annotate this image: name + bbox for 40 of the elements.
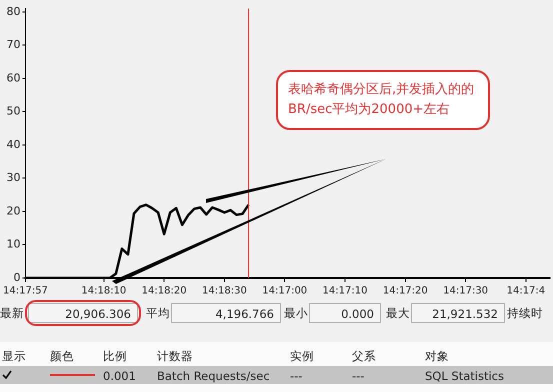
annotation: 表哈希奇偶分区后,并发插入的的BR/sec平均为20000+左右 xyxy=(276,70,490,130)
y-tick-label: 20 xyxy=(6,204,20,218)
text: 0.000 xyxy=(309,303,381,323)
text: --- xyxy=(290,369,304,383)
text: 平均 xyxy=(146,306,170,320)
y-tick-label: 0 xyxy=(13,270,20,284)
y-tick-label: 30 xyxy=(6,171,20,184)
text: 最新 xyxy=(0,306,24,320)
y-tick-label: 50 xyxy=(6,104,20,118)
x-tick-label: 14:17:30 xyxy=(443,286,488,297)
text: 21,921.532 xyxy=(411,303,505,323)
x-tick-label: 14:17:00 xyxy=(262,286,308,297)
x-tick-label: 14:18:20 xyxy=(142,286,187,297)
y-tick-label: 60 xyxy=(6,71,20,84)
x-tick-label: 14:18:30 xyxy=(202,286,247,297)
text: --- xyxy=(352,369,366,383)
y-tick-label: 40 xyxy=(6,138,20,151)
text: 持续时 xyxy=(507,306,544,320)
text: 最大 xyxy=(386,306,410,320)
text: SQL Statistics xyxy=(425,369,505,383)
y-tick-label: 10 xyxy=(6,238,20,251)
text: 4,196.766 xyxy=(171,303,281,323)
text: 比例 xyxy=(103,349,128,363)
text: Batch Requests/sec xyxy=(157,369,271,383)
x-tick-label: 14:17:4 xyxy=(506,286,546,297)
text: 最小 xyxy=(284,306,308,320)
y-tick-label: 70 xyxy=(6,38,20,52)
x-tick-label: 14:17:10 xyxy=(322,286,368,297)
y-tick-label: 80 xyxy=(6,4,20,18)
text: 计数器 xyxy=(157,349,194,363)
text: 父系 xyxy=(352,349,377,363)
x-tick-label: 14:17:57 xyxy=(2,286,48,297)
text: 显示 xyxy=(2,349,27,363)
x-tick-label: 14:17:20 xyxy=(382,286,428,297)
text: 对象 xyxy=(425,349,450,363)
text: 0.001 xyxy=(103,369,137,383)
text: 20,906.306 xyxy=(28,303,138,323)
text: 颜色 xyxy=(50,349,75,363)
text: 实例 xyxy=(290,349,315,363)
x-tick-label: 14:18:10 xyxy=(81,286,126,297)
